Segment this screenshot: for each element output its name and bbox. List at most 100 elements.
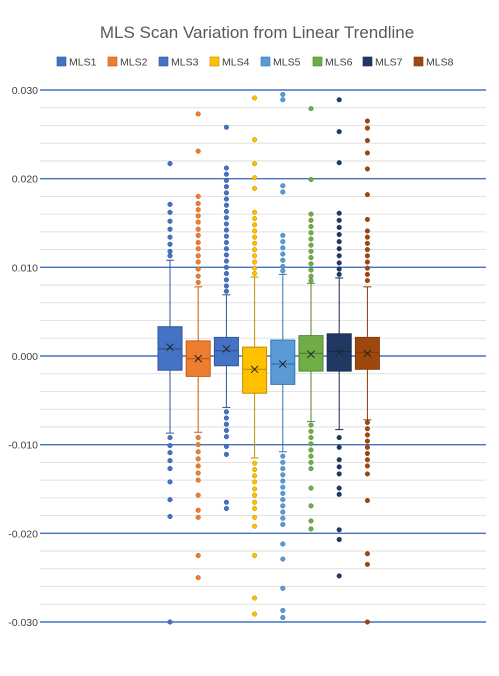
outlier-point bbox=[195, 463, 201, 469]
outlier-point bbox=[308, 428, 314, 434]
outlier-point bbox=[167, 248, 173, 254]
outlier-point bbox=[195, 507, 201, 513]
mean-marker bbox=[335, 348, 344, 357]
outlier-point bbox=[223, 215, 229, 221]
outlier-point bbox=[252, 466, 258, 473]
legend-item-mls1: MLS1 bbox=[56, 57, 97, 69]
outlier-point bbox=[223, 227, 229, 233]
outlier-point bbox=[280, 239, 286, 245]
outlier-point bbox=[336, 485, 342, 491]
outlier-point bbox=[223, 505, 229, 512]
outlier-point bbox=[167, 241, 173, 247]
outlier-point bbox=[280, 472, 286, 478]
y-tick-label: -0.030 bbox=[8, 617, 38, 629]
box-mls4 bbox=[242, 95, 268, 617]
outlier-point bbox=[308, 518, 314, 524]
legend-item-mls7: MLS7 bbox=[362, 57, 403, 69]
outlier-point bbox=[308, 230, 314, 236]
outlier-point bbox=[308, 106, 314, 112]
outlier-point bbox=[336, 239, 342, 245]
outlier-point bbox=[308, 177, 314, 183]
outlier-point bbox=[364, 234, 370, 240]
outlier-point bbox=[336, 435, 342, 441]
box-mls3 bbox=[213, 124, 239, 512]
outlier-point bbox=[336, 457, 342, 463]
outlier-point bbox=[280, 490, 286, 496]
interquartile-box bbox=[213, 336, 239, 367]
outlier-point bbox=[308, 441, 314, 447]
outlier-point bbox=[167, 201, 173, 207]
outlier-point bbox=[280, 478, 286, 484]
outlier-point bbox=[280, 541, 286, 547]
outlier-point bbox=[364, 125, 370, 131]
outlier-point bbox=[336, 160, 342, 166]
outlier-point bbox=[223, 171, 229, 177]
outlier-point bbox=[252, 185, 258, 191]
outlier-point bbox=[252, 595, 258, 601]
outlier-point bbox=[195, 492, 201, 498]
outlier-point bbox=[308, 526, 314, 532]
legend-item-mls6: MLS6 bbox=[312, 57, 353, 69]
outlier-point bbox=[280, 263, 286, 269]
legend-label: MLS2 bbox=[120, 57, 148, 69]
outlier-point bbox=[252, 473, 258, 479]
outlier-point bbox=[252, 514, 258, 520]
outlier-point bbox=[195, 575, 201, 581]
outlier-point bbox=[167, 209, 173, 215]
legend-swatch bbox=[209, 56, 220, 67]
outlier-point bbox=[195, 232, 201, 238]
outlier-point bbox=[280, 521, 286, 528]
outlier-point bbox=[336, 266, 342, 272]
mean-marker bbox=[250, 365, 259, 374]
mean-marker bbox=[278, 360, 287, 368]
outlier-point bbox=[167, 234, 173, 240]
outlier-point bbox=[364, 265, 370, 271]
outlier-point bbox=[252, 222, 258, 228]
outlier-point bbox=[280, 183, 286, 189]
outlier-point bbox=[223, 288, 229, 294]
outlier-point bbox=[195, 279, 201, 285]
outlier-point bbox=[195, 456, 201, 462]
outlier-point bbox=[252, 479, 258, 485]
outlier-point bbox=[223, 277, 229, 283]
y-tick-label: -0.010 bbox=[8, 440, 38, 452]
outlier-point bbox=[223, 184, 229, 190]
box-mls8 bbox=[354, 118, 380, 625]
legend-label: MLS1 bbox=[69, 57, 97, 69]
box-mls2 bbox=[185, 111, 211, 581]
outlier-point bbox=[195, 200, 201, 207]
outlier-point bbox=[223, 258, 229, 264]
outlier-point bbox=[195, 253, 201, 259]
outlier-point bbox=[223, 451, 229, 457]
mean-marker bbox=[222, 345, 231, 353]
outlier-point bbox=[364, 419, 370, 426]
legend-swatch bbox=[413, 56, 424, 67]
outlier-point bbox=[195, 239, 201, 246]
outlier-point bbox=[195, 266, 201, 272]
interquartile-box bbox=[270, 339, 296, 385]
outlier-point bbox=[280, 615, 286, 621]
outlier-point bbox=[364, 253, 370, 259]
outlier-point bbox=[308, 466, 314, 472]
outlier-point bbox=[252, 486, 258, 492]
outlier-point bbox=[167, 443, 173, 449]
outlier-point bbox=[336, 224, 342, 230]
outlier-point bbox=[336, 573, 342, 579]
outlier-point bbox=[364, 426, 370, 432]
y-tick-label: 0.030 bbox=[12, 85, 38, 97]
major-gridlines bbox=[40, 89, 486, 623]
legend-item-mls5: MLS5 bbox=[260, 57, 301, 69]
outlier-point bbox=[336, 217, 342, 223]
outlier-point bbox=[364, 457, 370, 463]
box-mls7 bbox=[326, 97, 352, 579]
outlier-point bbox=[280, 466, 286, 472]
y-tick-label: 0.010 bbox=[12, 262, 38, 274]
outlier-point bbox=[167, 450, 173, 456]
outlier-point bbox=[252, 492, 258, 498]
legend-label: MLS8 bbox=[426, 57, 454, 69]
outlier-point bbox=[336, 536, 342, 543]
outlier-point bbox=[223, 190, 229, 196]
outlier-point bbox=[280, 97, 286, 103]
legend: MLS1 MLS2 MLS3 MLS4 MLS5 MLS6 MLS7 MLS8 bbox=[56, 56, 454, 69]
box-series bbox=[157, 91, 380, 625]
